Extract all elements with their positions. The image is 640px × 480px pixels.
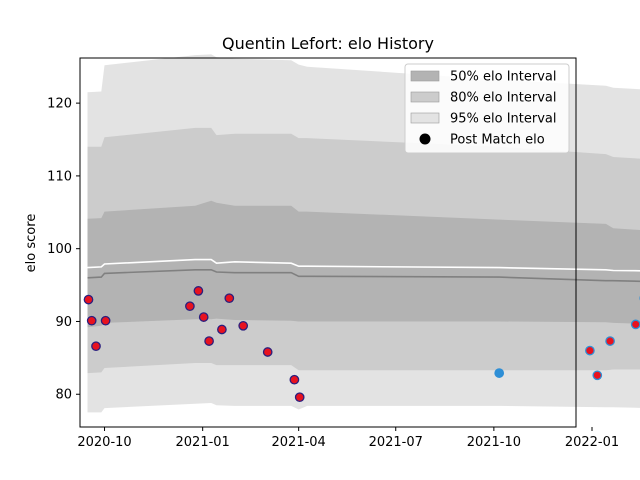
x-tick-label: 2021-10 — [467, 435, 521, 450]
post-match-elo-point — [217, 324, 227, 335]
y-axis-label: elo score — [24, 214, 39, 273]
post-match-elo-point — [204, 336, 214, 346]
x-tick-label: 2022-01 — [565, 435, 619, 450]
x-tick-label: 2021-07 — [369, 435, 423, 450]
legend-box — [404, 63, 570, 154]
legend-label: 80% elo Interval — [450, 91, 557, 106]
x-tick-label: 2021-01 — [176, 435, 230, 450]
post-match-elo-point — [289, 374, 300, 385]
y-tick-label: 80 — [55, 388, 72, 403]
x-axis: 2020-10 2021-01 2021-04 2021-07 2021-10 2022-… — [77, 427, 619, 450]
post-match-elo-point — [294, 392, 305, 403]
post-match-elo-point — [494, 368, 505, 378]
x-tick-label: 2020-10 — [77, 435, 131, 450]
post-match-elo-point — [592, 370, 603, 381]
post-match-elo-point — [100, 315, 111, 326]
legend-label: 95% elo Interval — [450, 112, 557, 127]
median-elo-line — [87, 268, 640, 283]
post-match-elo-point — [605, 336, 615, 346]
post-match-elo-point — [185, 301, 195, 312]
y-tick-label: 120 — [47, 97, 72, 112]
post-match-elo-point — [224, 293, 235, 304]
y-tick-label: 100 — [47, 242, 72, 257]
legend-label: Post Match elo — [450, 133, 545, 148]
x-tick-label: 2021-04 — [272, 435, 326, 450]
axes-frame — [79, 57, 577, 428]
post-match-elo-point — [193, 286, 204, 296]
post-match-elo-point — [86, 315, 97, 326]
y-tick-label: 90 — [55, 315, 72, 330]
legend-label: 50% elo Interval — [450, 70, 557, 85]
y-axis: 80 90 100 110 120 — [47, 97, 80, 403]
chart-title: Quentin Lefort: elo History — [222, 34, 434, 53]
legend: 50% elo Interval 80% elo Interval 95% elo … — [404, 63, 570, 154]
post-match-elo-point — [585, 345, 595, 356]
post-match-elo-point — [91, 341, 101, 352]
post-match-elo-point — [262, 347, 273, 357]
y-tick-label: 110 — [47, 169, 72, 184]
post-match-elo-point — [630, 319, 640, 330]
mean-elo-line — [87, 258, 640, 272]
post-match-elo-point — [83, 294, 94, 305]
legend-marker — [419, 133, 431, 145]
legend-swatch — [410, 91, 440, 103]
post-match-elo-point — [238, 320, 249, 331]
legend-swatch — [410, 70, 440, 82]
post-match-elo-point — [198, 312, 209, 322]
legend-swatch — [410, 112, 440, 124]
